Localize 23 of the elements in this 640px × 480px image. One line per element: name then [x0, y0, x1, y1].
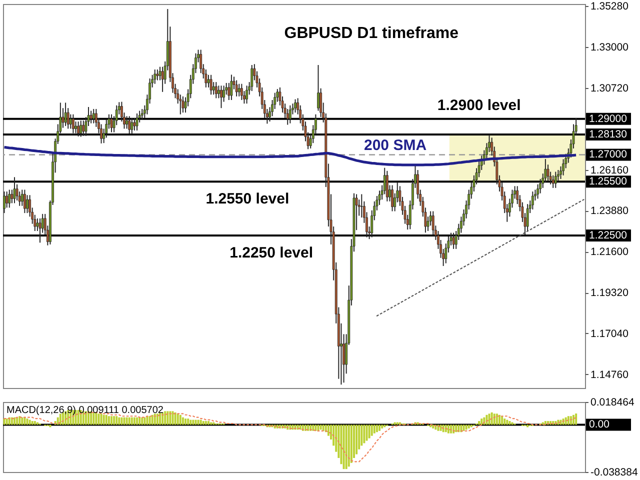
y-tick-label: 1.19320 — [590, 287, 629, 300]
y-tick-label: 1.33000 — [590, 42, 629, 54]
y-tick-label: 1.14760 — [590, 368, 629, 381]
y-tick-label: 0.00 — [589, 418, 610, 431]
y-tick-label: 1.17040 — [590, 328, 629, 340]
y-tick-label: 1.28130 — [589, 128, 628, 140]
ref-line-label: 1.2900 level — [437, 96, 521, 114]
series-label: 200 SMA — [364, 136, 427, 154]
y-tick-label: 1.27000 — [589, 148, 628, 161]
y-tick-label: 1.29000 — [589, 112, 628, 125]
y-tick-label: -0.038384 — [590, 466, 638, 478]
y-tick-label: 1.22500 — [589, 229, 628, 242]
y-tick-label: 1.35280 — [590, 0, 629, 13]
ref-line-label: 1.2250 level — [230, 244, 314, 262]
y-tick-label: 1.26160 — [590, 164, 629, 176]
y-tick-label: 0.018464 — [590, 396, 634, 408]
ref-line-label: 1.2550 level — [206, 190, 290, 208]
y-tick-label: 1.25500 — [589, 176, 628, 188]
y-tick-label: 1.30720 — [590, 82, 629, 94]
y-tick-label: 1.21600 — [590, 246, 629, 258]
chart-title: MACD(12,26,9) 0.009111 0.005702 — [6, 405, 164, 416]
y-tick-label: 1.23880 — [590, 205, 629, 218]
text: GBPUSD D1 timeframe — [284, 25, 459, 42]
